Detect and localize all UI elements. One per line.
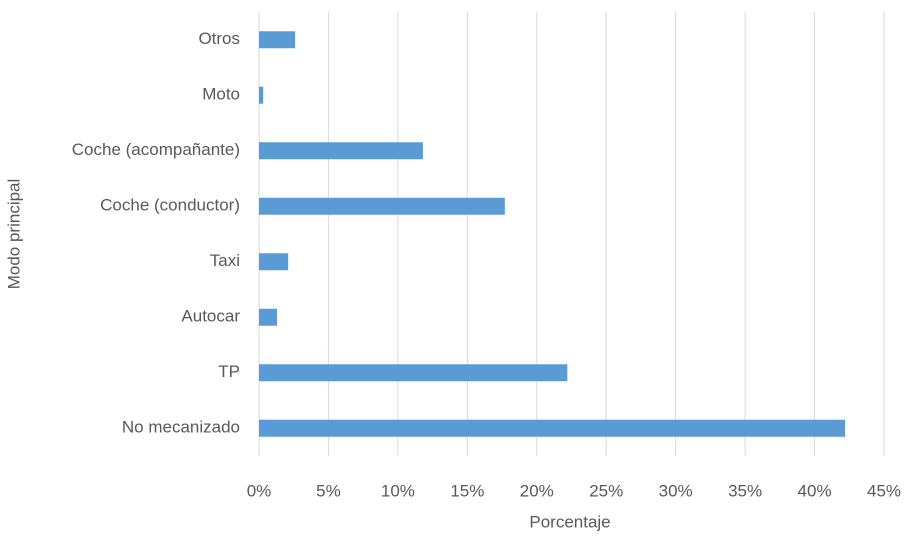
x-tick-label: 45%	[867, 481, 901, 500]
x-axis-label: Porcentaje	[529, 512, 610, 531]
y-tick-label: Taxi	[210, 251, 240, 270]
x-tick-label: 5%	[316, 481, 341, 500]
bar	[259, 197, 505, 215]
y-tick-label: Coche (acompañante)	[72, 140, 240, 159]
bar	[259, 308, 278, 326]
x-tick-label: 40%	[798, 481, 832, 500]
bar	[259, 86, 264, 104]
bar	[259, 419, 846, 437]
y-tick-label: No mecanizado	[122, 418, 240, 437]
bar	[259, 364, 568, 382]
bar	[259, 253, 289, 271]
x-tick-label: 10%	[381, 481, 415, 500]
x-tick-label: 25%	[589, 481, 623, 500]
x-tick-label: 15%	[450, 481, 484, 500]
x-tick-label: 0%	[247, 481, 272, 500]
y-tick-label: Coche (conductor)	[100, 196, 240, 215]
y-tick-label: Otros	[198, 29, 240, 48]
y-tick-label: Moto	[202, 85, 240, 104]
bar	[259, 142, 423, 160]
x-tick-label: 30%	[659, 481, 693, 500]
y-tick-label: TP	[218, 362, 240, 381]
x-tick-label: 35%	[728, 481, 762, 500]
y-axis-label: Modo principal	[4, 179, 23, 290]
bar	[259, 31, 296, 49]
x-tick-label: 20%	[520, 481, 554, 500]
y-tick-label: Autocar	[181, 307, 240, 326]
